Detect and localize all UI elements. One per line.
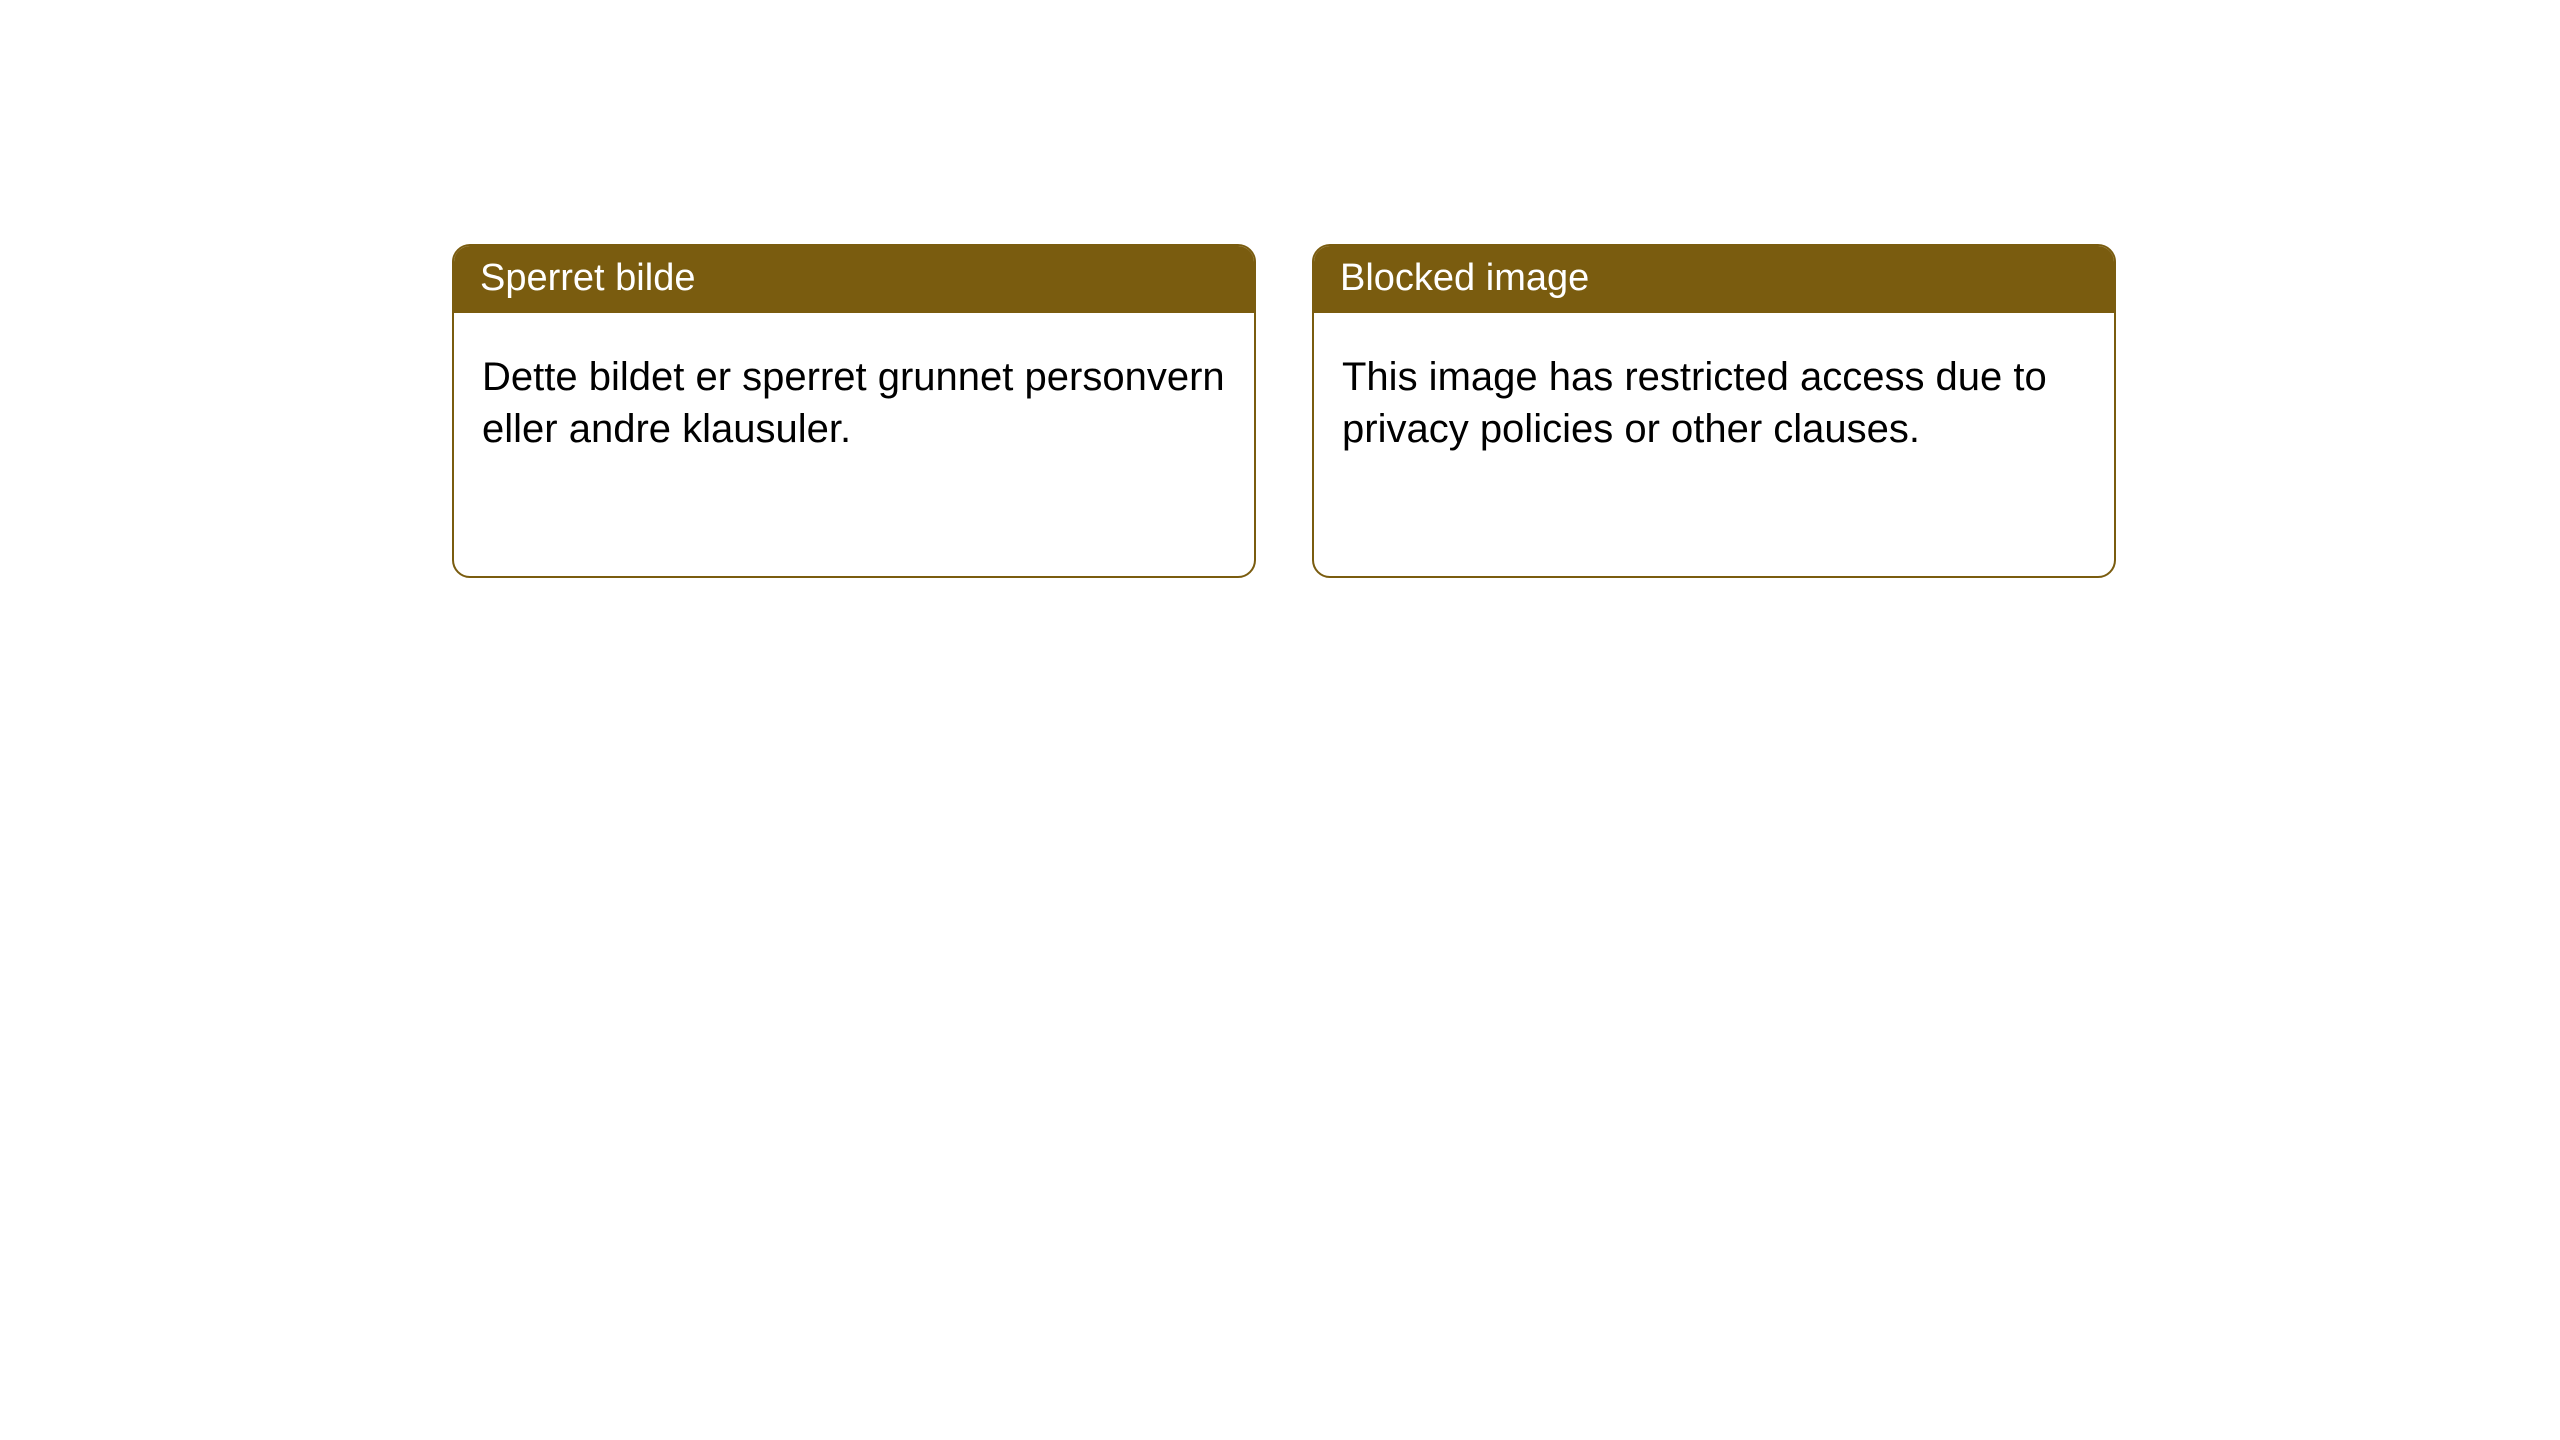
card-body-text: This image has restricted access due to … xyxy=(1342,355,2047,451)
card-blocked-image-norwegian: Sperret bilde Dette bildet er sperret gr… xyxy=(452,244,1256,578)
card-title: Sperret bilde xyxy=(480,257,695,299)
card-header: Sperret bilde xyxy=(454,246,1254,313)
card-header: Blocked image xyxy=(1314,246,2114,313)
card-title: Blocked image xyxy=(1340,257,1589,299)
card-body: Dette bildet er sperret grunnet personve… xyxy=(454,313,1254,483)
card-blocked-image-english: Blocked image This image has restricted … xyxy=(1312,244,2116,578)
card-body: This image has restricted access due to … xyxy=(1314,313,2114,483)
cards-container: Sperret bilde Dette bildet er sperret gr… xyxy=(0,0,2560,578)
card-body-text: Dette bildet er sperret grunnet personve… xyxy=(482,355,1225,451)
